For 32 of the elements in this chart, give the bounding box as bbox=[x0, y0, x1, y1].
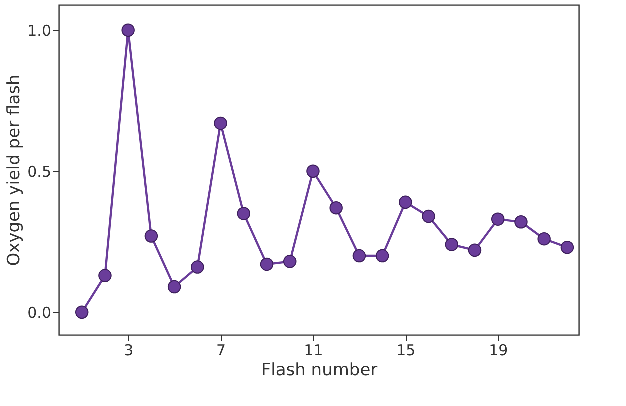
x-tick-label: 11 bbox=[304, 342, 324, 360]
point bbox=[376, 249, 390, 263]
point bbox=[214, 116, 228, 130]
point bbox=[352, 249, 366, 263]
y-tick-label: 0.5 bbox=[28, 162, 52, 181]
point bbox=[122, 24, 135, 37]
point bbox=[237, 207, 251, 220]
point bbox=[468, 244, 482, 257]
y-axis-title: Oxygen yield per flash bbox=[4, 74, 25, 266]
point bbox=[330, 201, 343, 215]
y-tick-label: 0.0 bbox=[28, 304, 52, 322]
point bbox=[98, 269, 112, 282]
point bbox=[260, 258, 274, 272]
x-tick-label: 7 bbox=[216, 342, 226, 360]
point bbox=[445, 238, 459, 252]
point bbox=[422, 210, 436, 224]
point bbox=[168, 280, 182, 294]
x-tick-label: 19 bbox=[489, 342, 508, 360]
point bbox=[514, 216, 528, 229]
point bbox=[75, 306, 89, 320]
point bbox=[399, 196, 412, 210]
x-axis-title: Flash number bbox=[261, 360, 378, 380]
point bbox=[538, 232, 551, 246]
point bbox=[491, 212, 505, 226]
x-tick-label: 3 bbox=[124, 342, 134, 360]
point bbox=[144, 230, 158, 243]
point bbox=[283, 255, 297, 268]
y-tick-label: 1.0 bbox=[28, 22, 52, 40]
point bbox=[560, 240, 574, 254]
point bbox=[191, 260, 204, 274]
x-tick-label: 15 bbox=[396, 342, 416, 360]
point bbox=[306, 164, 320, 178]
